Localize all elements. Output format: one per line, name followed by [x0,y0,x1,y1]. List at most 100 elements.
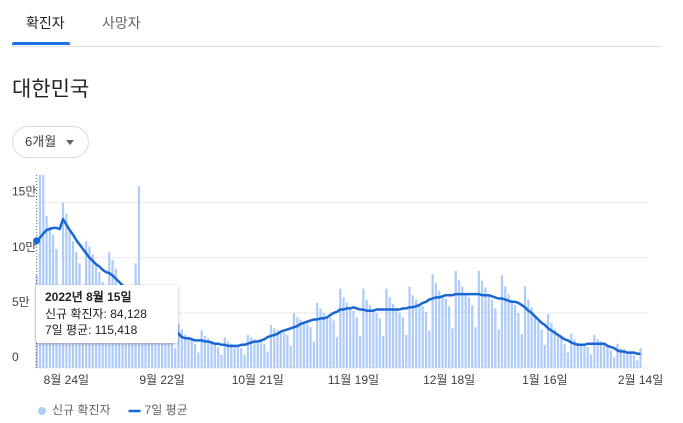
x-tick-label: 10월 21일 [232,373,284,387]
bar [190,340,193,368]
bar [187,338,190,368]
bar [339,288,342,368]
bar [434,283,438,368]
bar [170,332,174,368]
bar [352,310,355,368]
bar [431,274,434,368]
bar [510,301,513,368]
bar [454,270,457,368]
bar [246,334,249,368]
bar [537,321,540,368]
bar [226,341,230,368]
bar [230,343,233,368]
region-title: 대한민국 [12,78,90,101]
bar [629,353,632,368]
bar [566,352,570,368]
legend-label: 신규 확진자 [52,403,111,417]
bar [405,334,408,368]
divider [12,46,662,47]
bar [547,313,550,368]
bar [580,344,583,368]
bar [223,337,226,368]
bar [302,322,306,368]
x-tick-label: 8월 24일 [44,373,89,387]
bar [233,345,236,368]
bar [279,331,282,368]
bar [273,328,276,368]
bar [184,334,187,368]
bar [609,350,612,368]
bar [484,287,487,368]
bar [464,294,467,368]
bar [316,302,319,368]
bar [500,275,504,368]
bar [543,344,546,368]
bar [530,307,533,368]
bar [335,337,339,368]
bar [626,352,629,368]
x-tick-label: 2월 14일 [618,373,663,387]
bar [622,349,626,368]
y-tick-label: 5만 [12,295,30,309]
hover-dot [33,237,41,245]
bar [391,304,395,368]
bar [388,297,391,368]
bar [477,270,480,368]
bar [593,334,596,368]
bar [560,338,563,368]
bar [395,309,398,368]
bar [289,345,292,368]
bar [164,321,167,368]
bar [42,175,45,368]
bar [520,333,523,368]
bar [269,324,273,368]
tooltip-box [36,285,178,343]
bar [137,186,141,368]
bar [345,302,348,368]
x-tick-label: 11월 19일 [328,373,379,387]
bar [365,299,368,368]
bar [576,342,579,368]
bar [583,345,586,368]
bar [325,317,329,368]
bar [556,334,560,368]
bar [599,341,603,368]
bar [616,343,619,368]
bar [127,318,131,368]
tab[interactable]: 확진자 [26,15,65,31]
bar [494,308,497,368]
period-dropdown[interactable]: 6개월 [12,126,89,158]
y-tick-label: 10만 [12,240,36,254]
bar [553,329,556,368]
bar [332,320,335,368]
bar [203,336,207,368]
bar [507,294,510,368]
bar [309,327,312,368]
bar [329,317,332,368]
bar [527,299,530,368]
bar [451,328,454,368]
bar [358,336,362,368]
bar [514,305,517,368]
bar [603,343,606,368]
bar [177,323,180,368]
bar [550,322,553,368]
legend-swatch [38,407,46,415]
bar [424,311,428,368]
tab[interactable]: 사망자 [102,15,141,31]
bar [490,299,494,368]
x-tick-label: 1월 16일 [522,373,567,387]
bar [418,305,421,368]
bar [517,312,520,368]
bar [639,348,642,368]
bar [299,319,302,368]
x-tick-label: 12월 18일 [423,373,475,387]
bar [586,347,589,368]
bar [207,338,210,368]
bar [38,175,42,368]
bar [481,280,484,368]
y-tick-label: 15만 [12,185,36,199]
bar [121,323,124,368]
x-tick-label: 9월 22일 [139,373,184,387]
